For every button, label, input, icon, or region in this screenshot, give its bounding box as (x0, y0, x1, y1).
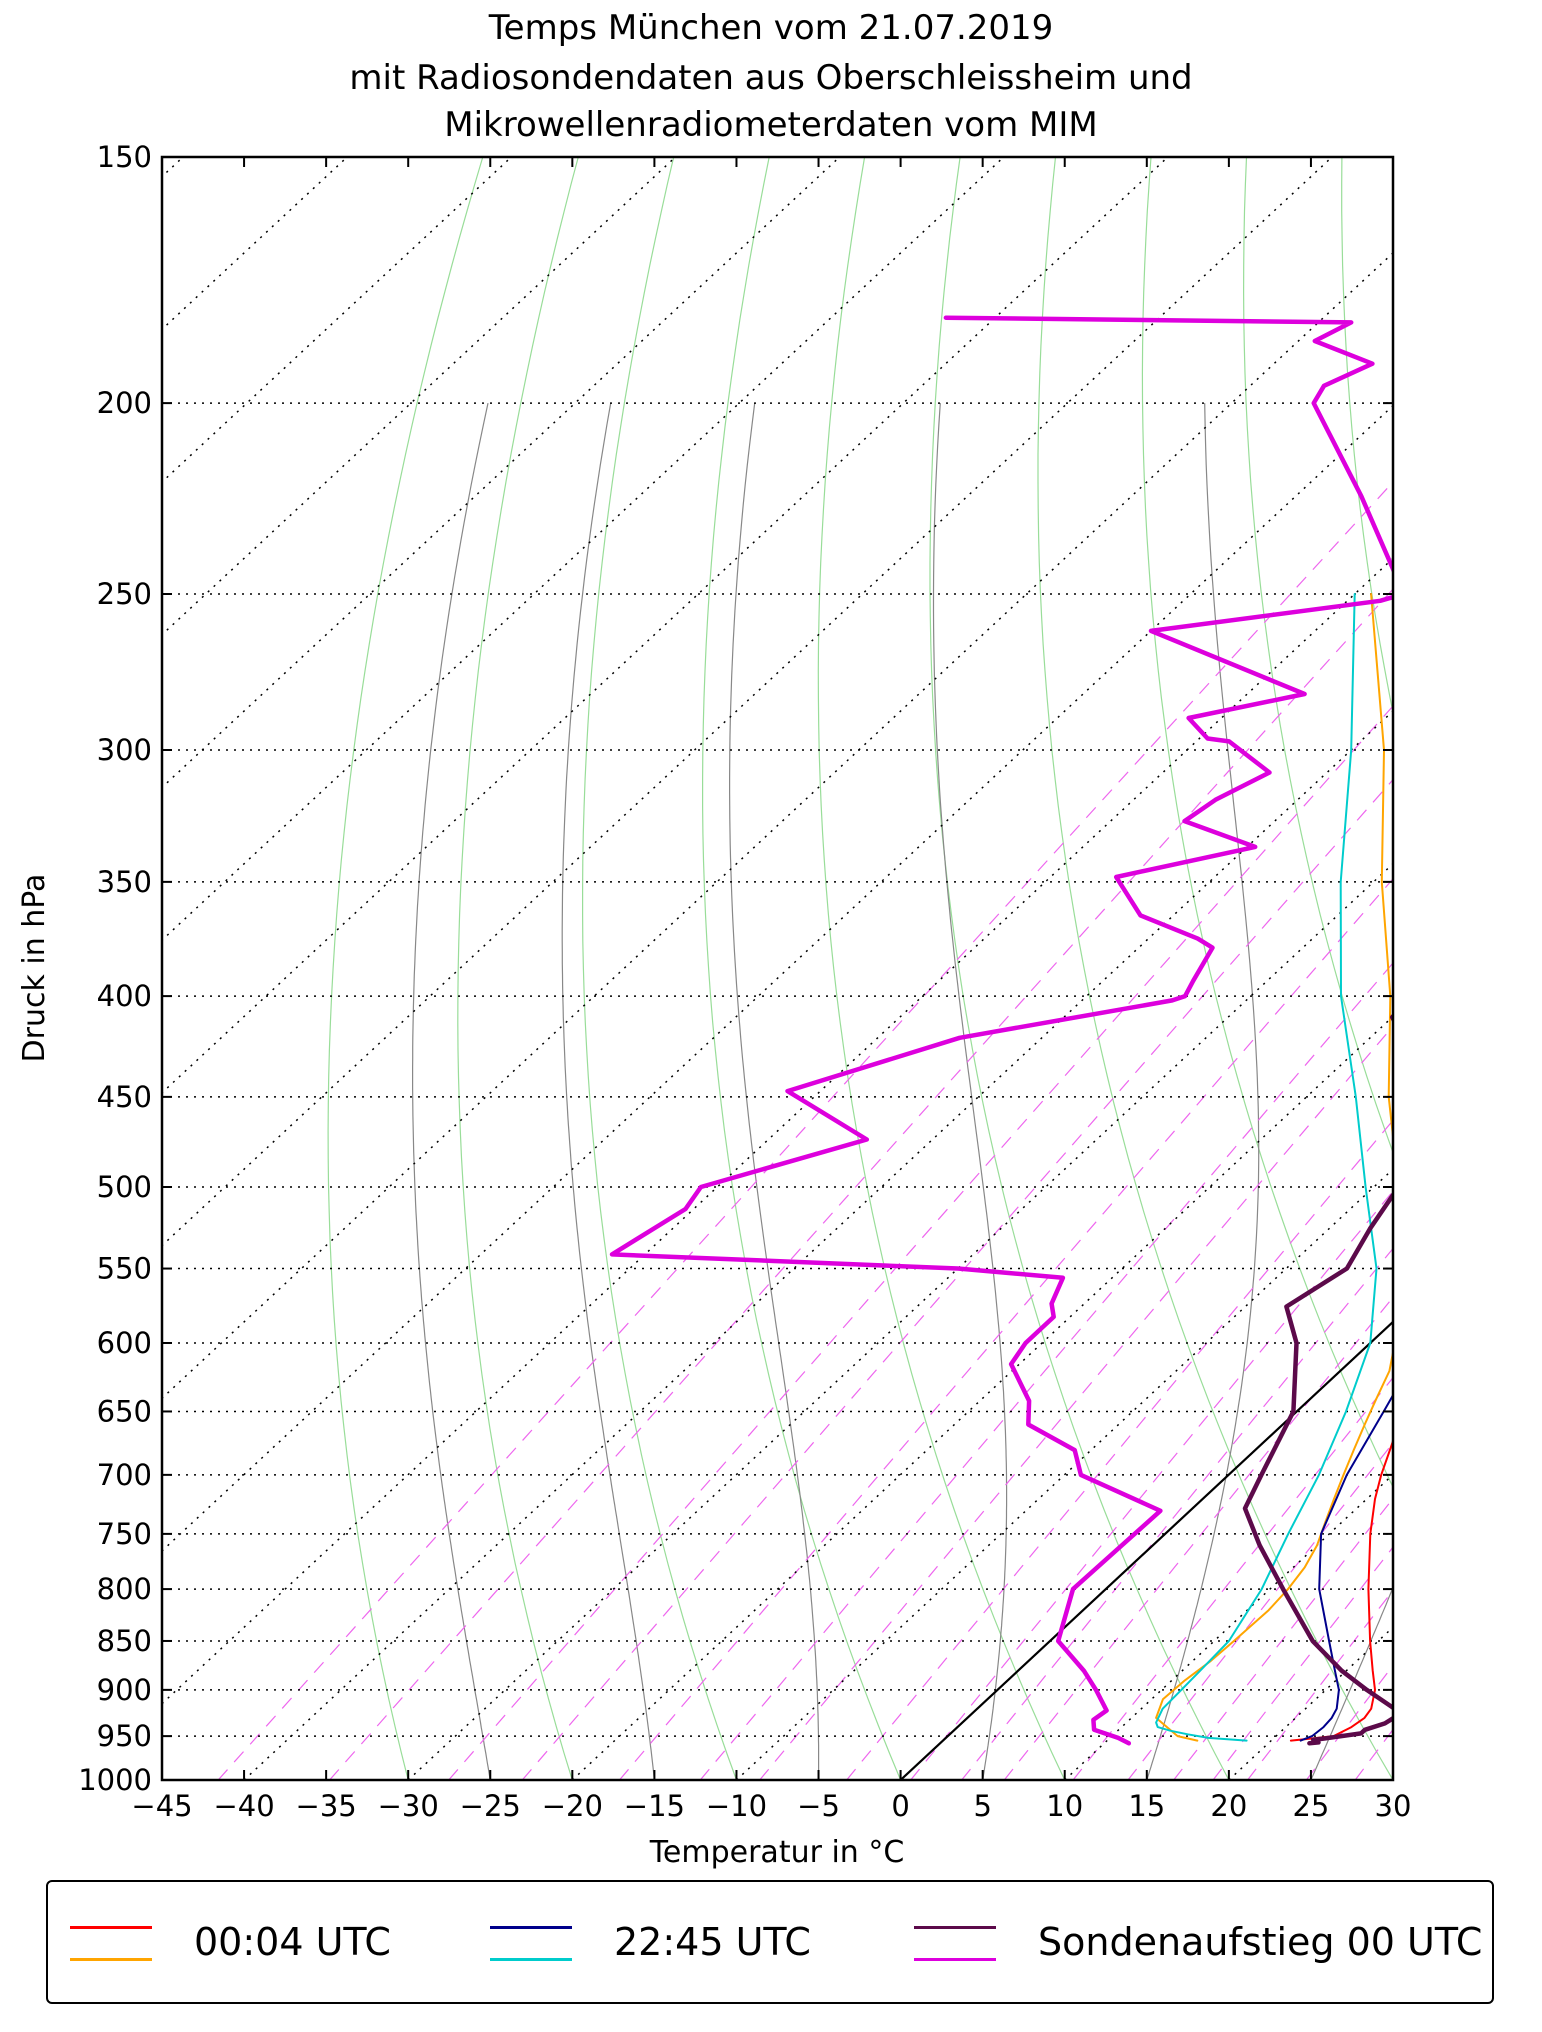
chart-title-line-2: mit Radiosondendaten aus Oberschleisshei… (349, 58, 1193, 98)
mixing-ratio-line (1173, 1497, 1393, 1780)
background-lines (162, 157, 1542, 1780)
skew-t-chart: −45 −40 −35 −30 −25 −20 −15 −10 −5 0 5 10 15 20 25 30 1… (17, 140, 1542, 1870)
legend-swatch-dewpoint (70, 1958, 152, 1961)
isotherm (162, 157, 1005, 942)
plot-frame (160, 155, 1395, 1782)
moist-adiabat (1475, 403, 1542, 1780)
series-line (1155, 593, 1378, 1742)
x-tick-label: 30 (1375, 1789, 1412, 1823)
x-tick-label: −40 (213, 1789, 274, 1823)
legend-label: 22:45 UTC (614, 1920, 811, 1964)
series-line (1289, 1438, 1393, 1742)
series-line (609, 315, 1393, 1746)
dry-adiabat (1533, 157, 1542, 1780)
x-tick-label: −5 (797, 1789, 840, 1823)
mixing-ratio-line (1072, 1376, 1393, 1780)
moist-adiabat (561, 402, 655, 1780)
x-tick-label: 15 (1128, 1789, 1165, 1823)
legend-swatch-temperature (490, 1926, 572, 1929)
y-tick-label: 200 (97, 386, 152, 420)
isotherm (162, 157, 841, 789)
mixing-ratio-line (1247, 1589, 1393, 1780)
x-tick-label: −20 (542, 1789, 603, 1823)
y-axis: 150 200 250 300 350 400 450 500 550 600 650 700 750 8… (78, 140, 1393, 1797)
y-tick-label: 700 (97, 1458, 152, 1492)
mixing-ratio-line (1397, 403, 1542, 1780)
y-tick-label: 950 (97, 1719, 152, 1753)
legend-swatch-temperature (914, 1926, 996, 1929)
isotherm (162, 157, 676, 636)
x-tick-label: 20 (1210, 1789, 1247, 1823)
dry-adiabat (1037, 157, 1393, 1780)
y-tick-label: 600 (97, 1326, 152, 1360)
dry-adiabat (1242, 157, 1393, 1155)
legend: 00:04 UTC 22:45 UTC Sondenaufstieg 00 UT… (46, 1880, 1494, 2004)
y-tick-label: 1000 (78, 1763, 152, 1797)
mixing-ratio-line (448, 705, 1393, 1780)
mixing-ratio-line (1467, 403, 1542, 1780)
moist-adiabat (1310, 1586, 1393, 1780)
x-tick-label: −25 (460, 1789, 521, 1823)
dry-adiabat (929, 157, 1230, 1780)
isotherm (162, 157, 1169, 1094)
legend-swatch-temperature (70, 1926, 152, 1929)
moist-adiabat (932, 403, 1008, 1780)
y-tick-label: 550 (97, 1252, 152, 1286)
x-tick-label: −35 (296, 1789, 357, 1823)
x-tick-label: 0 (891, 1789, 909, 1823)
mixing-ratio-line (329, 588, 1393, 1780)
x-tick-label: −30 (378, 1789, 439, 1823)
dry-adiabat (1437, 157, 1542, 1780)
dry-adiabat (702, 157, 902, 1780)
y-tick-label: 850 (97, 1624, 152, 1658)
x-tick-label: −10 (706, 1789, 767, 1823)
dry-adiabat (582, 157, 738, 1780)
isotherm (162, 251, 1393, 1400)
plot-area (162, 157, 1393, 1780)
zero-isotherm (899, 1320, 1393, 1780)
y-tick-label: 150 (97, 140, 152, 174)
isotherm (162, 404, 1393, 1552)
dry-adiabat (327, 157, 484, 1780)
isotherm (1392, 1778, 1393, 1780)
y-tick-label: 800 (97, 1572, 152, 1606)
chart-title-line-1: Temps München vom 21.07.2019 (488, 8, 1054, 48)
y-axis-label: Druck in hPa (17, 874, 52, 1063)
y-tick-label: 400 (97, 979, 152, 1013)
isotherm (162, 157, 1333, 1247)
mixing-ratio-line (1434, 403, 1542, 1780)
legend-label: 00:04 UTC (194, 1920, 391, 1964)
y-tick-label: 500 (97, 1170, 152, 1204)
x-tick-label: 25 (1292, 1789, 1329, 1823)
x-tick-label: −15 (624, 1789, 685, 1823)
x-tick-label: 10 (1046, 1789, 1083, 1823)
isotherm (162, 157, 512, 484)
series-line (1299, 1393, 1393, 1742)
x-tick-label: 5 (973, 1789, 991, 1823)
y-tick-label: 300 (97, 733, 152, 767)
x-axis: −45 −40 −35 −30 −25 −20 −15 −10 −5 0 5 10 15 20 25 30 (131, 157, 1411, 1823)
dry-adiabat (1341, 157, 1393, 716)
dry-adiabat (1141, 157, 1393, 1489)
y-tick-label: 350 (97, 865, 152, 899)
y-tick-label: 450 (97, 1080, 152, 1114)
x-tick-label: −45 (131, 1789, 192, 1823)
y-tick-label: 650 (97, 1394, 152, 1428)
x-axis-label: Temperatur in °C (649, 1835, 905, 1870)
y-tick-label: 750 (97, 1517, 152, 1551)
mixing-ratio-line (1496, 403, 1542, 1780)
mixing-ratio-line (1127, 1442, 1393, 1780)
dry-adiabat (457, 157, 579, 1780)
legend-swatch-dewpoint (914, 1958, 996, 1961)
chart-title-line-3: Mikrowellenradiometerdaten vom MIM (444, 105, 1098, 145)
y-tick-label: 250 (97, 577, 152, 611)
series-line (1155, 593, 1393, 1742)
dry-adiabat (817, 157, 1066, 1780)
legend-swatch-dewpoint (490, 1958, 572, 1961)
mixing-ratio-line (1212, 1546, 1393, 1780)
legend-label: Sondenaufstieg 00 UTC (1038, 1920, 1483, 1964)
y-tick-label: 900 (97, 1673, 152, 1707)
moist-adiabat (412, 402, 491, 1780)
